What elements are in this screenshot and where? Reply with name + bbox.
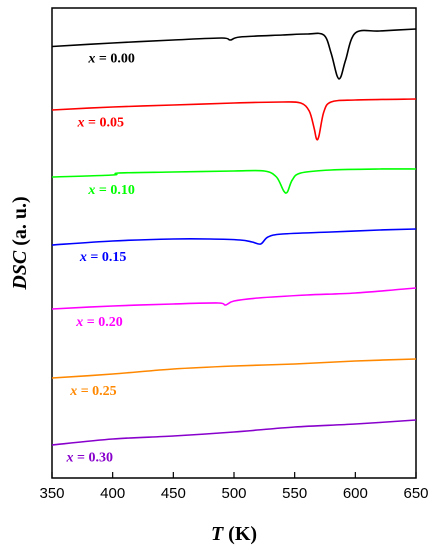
x-axis-ticks: 350 400 450 500 550 600 650	[39, 472, 429, 502]
y-axis-title: DSC (a. u.)	[9, 196, 31, 290]
x-tick-label: 400	[100, 485, 125, 502]
series-line-3	[51, 228, 417, 246]
x-axis-title: T (K)	[211, 523, 257, 545]
x-tick-label: 450	[161, 485, 186, 502]
x-tick-label: 600	[343, 485, 368, 502]
series-label-6: x = 0.30	[66, 451, 113, 466]
x-tick-label: 350	[39, 485, 64, 502]
series-label-2: x = 0.10	[87, 183, 134, 198]
x-tick-label: 500	[221, 485, 246, 502]
series-label-5: x = 0.25	[69, 384, 116, 399]
x-tick-label: 650	[403, 485, 428, 502]
series-label-1: x = 0.05	[76, 116, 123, 131]
series-line-2	[51, 168, 417, 194]
series-labels: x = 0.00 x = 0.05 x = 0.10 x = 0.15 x = 0.20…	[66, 51, 135, 465]
series-line-0	[51, 28, 417, 80]
series-line-5	[51, 358, 417, 379]
x-tick-label: 550	[282, 485, 307, 502]
series-line-1	[51, 98, 417, 141]
series-label-3: x = 0.15	[79, 250, 126, 265]
series-line-4	[51, 287, 417, 310]
series-layer	[51, 28, 417, 446]
series-label-0: x = 0.00	[87, 51, 134, 66]
series-label-4: x = 0.20	[75, 315, 122, 330]
plot-frame	[51, 7, 417, 479]
series-line-6	[51, 419, 417, 446]
